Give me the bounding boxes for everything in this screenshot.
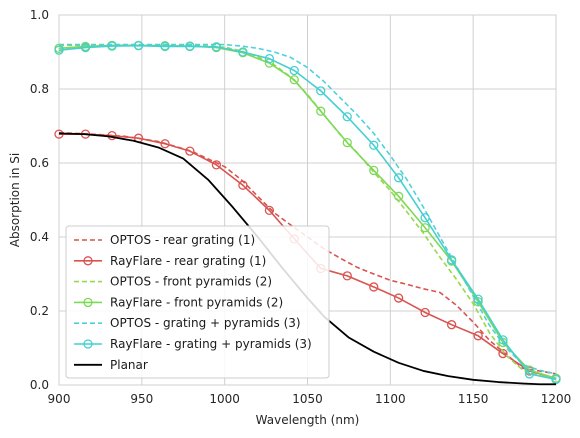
data-point bbox=[498, 348, 508, 359]
y-tick-label: 1.0 bbox=[30, 8, 49, 22]
data-point bbox=[264, 205, 275, 216]
data-point bbox=[316, 86, 326, 96]
x-axis-label: Wavelength (nm) bbox=[256, 413, 360, 427]
data-point bbox=[369, 140, 379, 150]
data-point bbox=[211, 42, 222, 52]
data-point bbox=[446, 255, 457, 265]
y-tick-labels: 0.0 0.2 0.4 0.6 0.8 1.0 bbox=[30, 8, 49, 392]
y-tick-label: 0.4 bbox=[30, 230, 49, 244]
y-tick-label: 0.8 bbox=[30, 82, 49, 96]
x-tick-label: 950 bbox=[130, 392, 153, 406]
legend-label: OPTOS - front pyramids (2) bbox=[110, 275, 272, 289]
legend-label: RayFlare - front pyramids (2) bbox=[110, 295, 283, 309]
data-point bbox=[393, 173, 404, 183]
y-tick-label: 0.0 bbox=[30, 378, 49, 392]
plot-area-frame bbox=[58, 14, 557, 386]
series-1 bbox=[58, 131, 557, 375]
legend-marker bbox=[83, 297, 93, 308]
data-point bbox=[524, 369, 535, 379]
data-point bbox=[107, 41, 117, 51]
data-point bbox=[369, 165, 379, 176]
data-point bbox=[420, 213, 430, 223]
data-point bbox=[238, 180, 248, 190]
legend-label: RayFlare - grating + pyramids (3) bbox=[110, 337, 312, 351]
data-point bbox=[80, 42, 91, 53]
data-point bbox=[289, 65, 299, 76]
x-tick-label: 1000 bbox=[209, 392, 240, 406]
data-point bbox=[289, 75, 299, 85]
x-tick-labels: 900 950 1000 1050 1100 1150 1200 bbox=[48, 392, 572, 406]
x-tick-label: 1150 bbox=[458, 392, 489, 406]
data-point bbox=[264, 54, 275, 64]
legend-label: OPTOS - grating + pyramids (3) bbox=[110, 316, 301, 330]
x-tick-label: 1200 bbox=[541, 392, 572, 406]
data-point bbox=[160, 41, 170, 52]
data-point bbox=[342, 271, 352, 281]
data-point bbox=[420, 307, 430, 318]
data-point bbox=[393, 191, 404, 201]
series-line bbox=[58, 131, 557, 375]
legend-item: OPTOS - rear grating (1) bbox=[74, 233, 255, 247]
data-point bbox=[160, 139, 170, 149]
data-point bbox=[316, 106, 326, 116]
x-tick-label: 900 bbox=[48, 392, 71, 406]
y-tick-label: 0.6 bbox=[30, 156, 49, 170]
data-point bbox=[54, 45, 64, 55]
data-point bbox=[185, 41, 195, 52]
y-tick-label: 0.2 bbox=[30, 304, 49, 318]
data-point bbox=[498, 335, 508, 345]
data-point bbox=[133, 41, 144, 51]
data-point bbox=[369, 282, 379, 292]
data-point bbox=[420, 223, 430, 233]
x-tick-label: 1100 bbox=[375, 392, 406, 406]
series-line bbox=[59, 43, 557, 375]
legend: OPTOS - rear grating (1) RayFlare - rear … bbox=[65, 225, 330, 379]
legend-label: OPTOS - rear grating (1) bbox=[110, 233, 255, 247]
data-point bbox=[473, 331, 483, 341]
data-point bbox=[185, 146, 195, 156]
series-6 bbox=[54, 41, 561, 385]
y-axis-label: Absorption in Si bbox=[8, 153, 22, 247]
series-3 bbox=[59, 44, 557, 379]
data-point bbox=[393, 293, 404, 303]
legend-item: RayFlare - grating + pyramids (3) bbox=[74, 337, 312, 351]
series-line bbox=[59, 44, 557, 379]
x-tick-label: 1050 bbox=[292, 392, 323, 406]
legend-item: RayFlare - rear grating (1) bbox=[74, 254, 266, 268]
legend-marker bbox=[83, 339, 93, 349]
legend-marker bbox=[83, 256, 93, 266]
data-point bbox=[238, 47, 248, 57]
data-point bbox=[473, 294, 483, 304]
legend-item: RayFlare - front pyramids (2) bbox=[74, 295, 283, 309]
series-group bbox=[54, 40, 561, 386]
data-point bbox=[342, 137, 352, 148]
legend-label: Planar bbox=[110, 358, 148, 372]
legend-label: RayFlare - rear grating (1) bbox=[110, 254, 266, 268]
data-point bbox=[446, 320, 457, 330]
data-point bbox=[342, 112, 352, 122]
series-5 bbox=[59, 43, 557, 375]
legend-item: OPTOS - grating + pyramids (3) bbox=[74, 316, 301, 330]
legend-box bbox=[65, 225, 330, 379]
legend-item: OPTOS - front pyramids (2) bbox=[74, 275, 272, 289]
data-point bbox=[211, 160, 222, 170]
legend-item: Planar bbox=[74, 358, 148, 372]
